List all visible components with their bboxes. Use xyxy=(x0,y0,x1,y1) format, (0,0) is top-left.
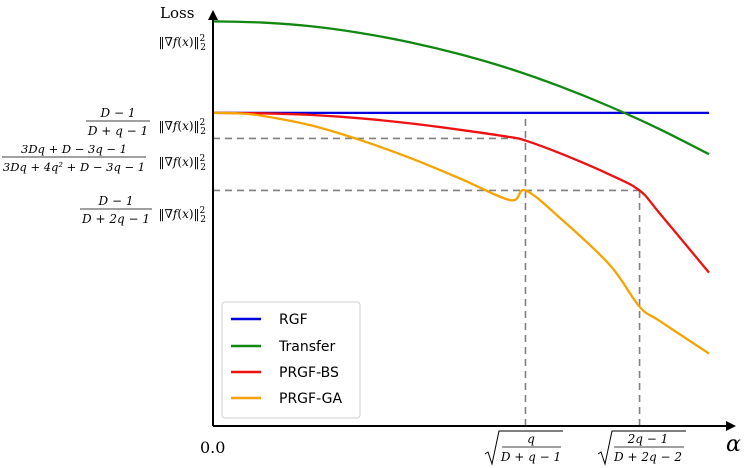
svg-text:‖∇f(x)‖22: ‖∇f(x)‖2 2 xyxy=(159,118,206,137)
svg-text:3Dq + D − 3q − 1: 3Dq + D − 3q − 1 xyxy=(21,142,127,156)
y-axis-label: Loss xyxy=(160,4,194,22)
svg-text:‖∇f(x)‖22: ‖∇f(x)‖2 2 xyxy=(159,206,206,225)
x-tick-label-1: q D + q − 1 xyxy=(484,430,563,466)
y-tick-label-0: ‖∇f(x)‖2 2 xyxy=(159,34,206,53)
x-tick-label-2: 2q − 1 D + 2q − 2 xyxy=(597,430,686,466)
y-tick-label-1: D − 1 D + q − 1 ‖∇f(x)‖2 2 xyxy=(86,106,206,138)
x-tick-label-0: 0.0 xyxy=(200,438,225,457)
svg-text:D + 2q − 1: D + 2q − 1 xyxy=(81,212,150,226)
legend: RGF Transfer PRGF-BS PRGF-GA xyxy=(221,301,361,419)
svg-text:PRGF-BS: PRGF-BS xyxy=(279,365,339,381)
svg-text:D + q − 1: D + q − 1 xyxy=(500,450,561,464)
svg-text:‖∇f(x)‖22: ‖∇f(x)‖2 2 xyxy=(159,34,206,53)
svg-text:‖∇f(x)‖22: ‖∇f(x)‖2 2 xyxy=(159,154,206,173)
svg-text:D − 1: D − 1 xyxy=(98,194,134,208)
series-line-prgf-ga xyxy=(212,111,710,355)
legend-item-prgf-bs: PRGF-BS xyxy=(231,365,339,381)
legend-item-transfer: Transfer xyxy=(231,339,336,355)
series-line-prgf-bs xyxy=(212,111,710,274)
series-lines xyxy=(212,20,710,355)
x-axis-label: α xyxy=(726,432,741,457)
y-tick-label-3: D − 1 D + 2q − 1 ‖∇f(x)‖2 2 xyxy=(80,194,206,226)
svg-text:RGF: RGF xyxy=(279,312,308,328)
reference-lines xyxy=(213,112,641,426)
svg-text:Transfer: Transfer xyxy=(278,339,336,355)
y-tick-label-2: 3Dq + D − 3q − 1 3Dq + 4q² + D − 3q − 1 … xyxy=(2,142,206,174)
svg-text:3Dq + 4q² + D − 3q − 1: 3Dq + 4q² + D − 3q − 1 xyxy=(3,160,145,174)
series-line-transfer xyxy=(212,20,710,156)
svg-text:PRGF-GA: PRGF-GA xyxy=(279,391,342,407)
legend-item-prgf-ga: PRGF-GA xyxy=(231,391,342,407)
svg-text:D − 1: D − 1 xyxy=(100,106,136,120)
legend-box xyxy=(221,301,361,419)
svg-text:D + q − 1: D + q − 1 xyxy=(87,124,148,138)
svg-text:2q − 1: 2q − 1 xyxy=(627,432,669,446)
svg-text:q: q xyxy=(527,432,535,446)
legend-item-rgf: RGF xyxy=(231,312,308,328)
svg-text:D + 2q − 2: D + 2q − 2 xyxy=(613,450,682,464)
